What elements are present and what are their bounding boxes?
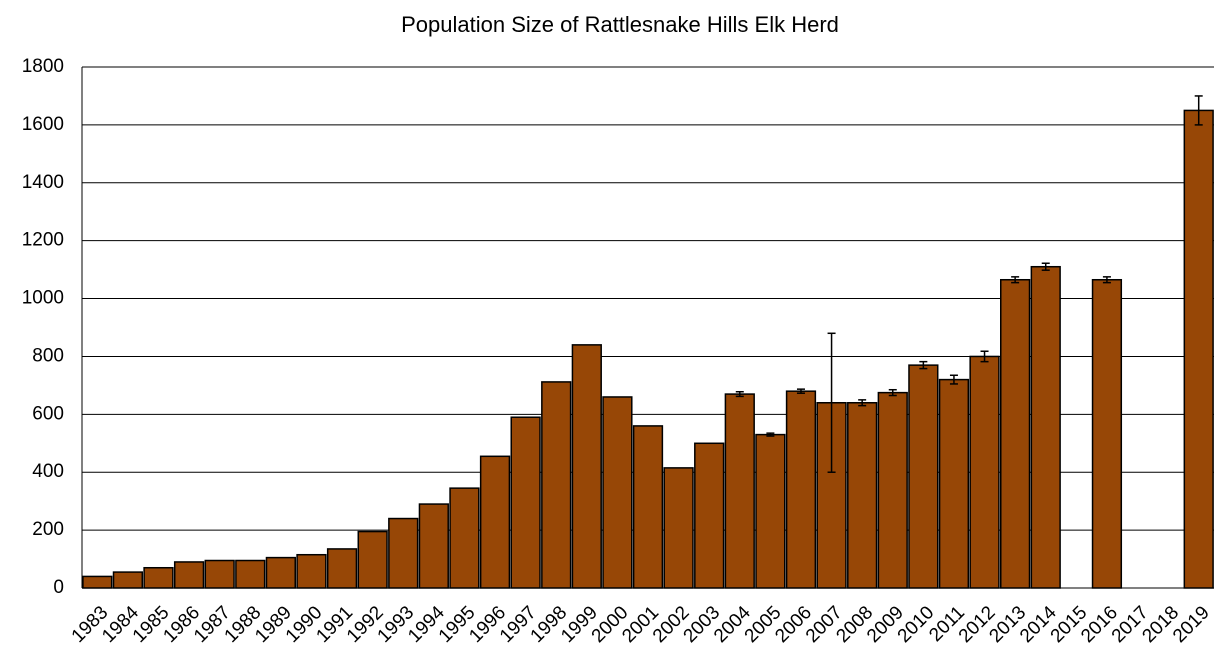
y-tick-label: 200 (32, 519, 64, 540)
bar (694, 442, 725, 589)
bar (847, 402, 878, 589)
y-tick-label: 800 (32, 345, 64, 366)
error-bar (949, 374, 958, 385)
error-bar (888, 388, 897, 397)
y-tick-label: 1400 (22, 172, 64, 193)
bar (82, 575, 113, 589)
bar (969, 355, 1000, 589)
bar (1030, 265, 1061, 589)
bar (235, 559, 266, 589)
bar (204, 559, 235, 589)
bar (173, 561, 205, 589)
bar (449, 487, 480, 589)
error-bar (980, 350, 989, 363)
bar (388, 517, 419, 589)
bar (265, 556, 296, 589)
bar (632, 425, 664, 589)
error-bar (796, 388, 805, 394)
bar (143, 566, 174, 589)
bar (112, 571, 144, 589)
bar (755, 433, 786, 589)
bar (296, 553, 327, 589)
error-bar (1011, 276, 1020, 284)
bar (908, 364, 939, 589)
chart-title: Population Size of Rattlesnake Hills Elk… (401, 12, 839, 37)
bar (1091, 278, 1123, 589)
bar (357, 530, 388, 589)
bar (663, 467, 694, 589)
bar (877, 391, 908, 589)
bar (326, 548, 358, 589)
error-bar (1194, 95, 1203, 126)
error-bar (858, 399, 867, 407)
bar (541, 381, 572, 589)
y-tick-label: 400 (32, 461, 64, 482)
bar (785, 390, 817, 589)
bar (938, 378, 970, 589)
error-bar (1102, 276, 1111, 284)
bar (510, 416, 541, 589)
error-bar (1041, 262, 1050, 271)
error-bar (919, 360, 928, 370)
y-tick-label: 0 (53, 577, 64, 598)
y-tick-label: 1800 (22, 56, 64, 77)
bar (724, 393, 755, 589)
bar (1000, 278, 1031, 589)
y-tick-label: 1200 (22, 230, 64, 251)
x-tick-label: 2019 (1169, 602, 1214, 647)
y-tick-label: 600 (32, 403, 64, 424)
bar (1183, 109, 1214, 589)
bar (479, 455, 511, 589)
error-bar (735, 391, 744, 398)
error-bar (766, 432, 775, 437)
y-tick-label: 1600 (22, 114, 64, 135)
bar (418, 503, 449, 589)
bar (571, 344, 602, 589)
bar (602, 396, 633, 589)
error-bar (827, 332, 836, 473)
y-tick-label: 1000 (22, 288, 64, 309)
